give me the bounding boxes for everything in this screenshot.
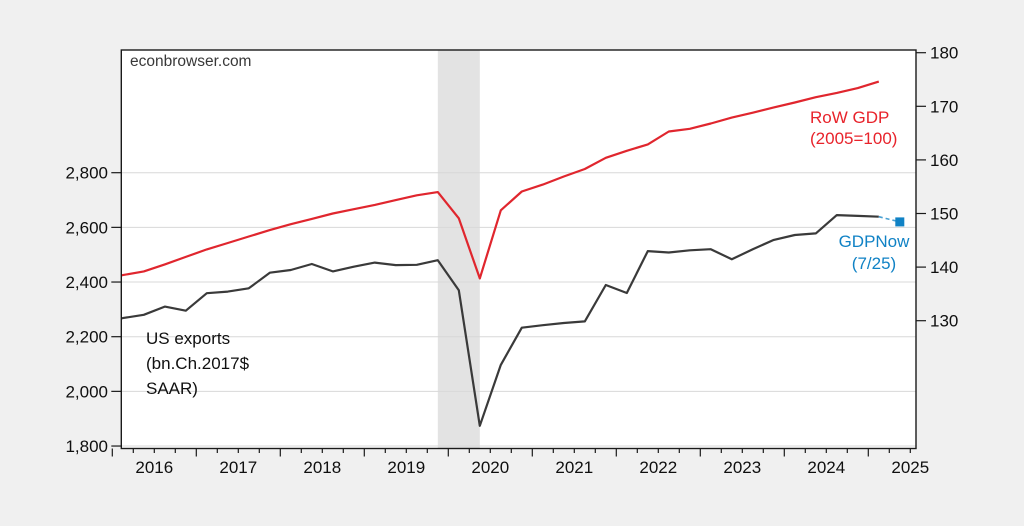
right-axis-label: 150: [930, 205, 958, 224]
gdpnow-marker: [895, 217, 905, 227]
right-axis-label: 170: [930, 97, 958, 116]
right-axis-label: 140: [930, 258, 958, 277]
x-axis-label: 2017: [219, 458, 257, 477]
us-exports-label-line2: (bn.Ch.2017$: [146, 354, 250, 373]
row-gdp-label: RoW GDP (2005=100): [810, 107, 897, 149]
x-axis-label: 2022: [639, 458, 677, 477]
x-axis-label: 2018: [303, 458, 341, 477]
left-axis-label: 1,800: [65, 437, 108, 456]
x-axis-label: 2019: [387, 458, 425, 477]
gdpnow-label: GDPNow (7/25): [832, 231, 916, 275]
right-axis-label: 180: [930, 44, 958, 63]
left-axis-label: 2,200: [65, 328, 108, 347]
x-axis-label: 2023: [723, 458, 761, 477]
right-axis-label: 160: [930, 151, 958, 170]
right-axis-label: 130: [930, 312, 958, 331]
us-exports-label-line3: SAAR): [146, 379, 198, 398]
left-axis-label: 2,000: [65, 382, 108, 401]
row-gdp-label-line2: (2005=100): [810, 129, 898, 148]
x-axis-label: 2020: [471, 458, 509, 477]
left-axis-label: 2,600: [65, 218, 108, 237]
left-axis-label: 2,400: [65, 273, 108, 292]
plot-frame: [120, 49, 917, 450]
x-axis-label: 2024: [807, 458, 845, 477]
x-axis-label: 2016: [135, 458, 173, 477]
x-axis-label: 2025: [891, 458, 929, 477]
us-exports-label-line1: US exports: [146, 329, 231, 348]
left-axis-label: 2,800: [65, 164, 108, 183]
gdpnow-label-line1: GDPNow: [838, 232, 910, 251]
us-exports-label: US exports (bn.Ch.2017$ SAAR): [146, 326, 249, 401]
gdpnow-connector: [878, 215, 900, 223]
row-gdp-label-line1: RoW GDP: [810, 108, 890, 127]
watermark: econbrowser.com: [130, 53, 252, 70]
plot-area: [121, 50, 917, 449]
x-axis-label: 2021: [555, 458, 593, 477]
us-exports-line: [121, 214, 879, 427]
gdpnow-label-line2: (7/25): [851, 254, 897, 273]
row-gdp-line: [121, 80, 880, 280]
